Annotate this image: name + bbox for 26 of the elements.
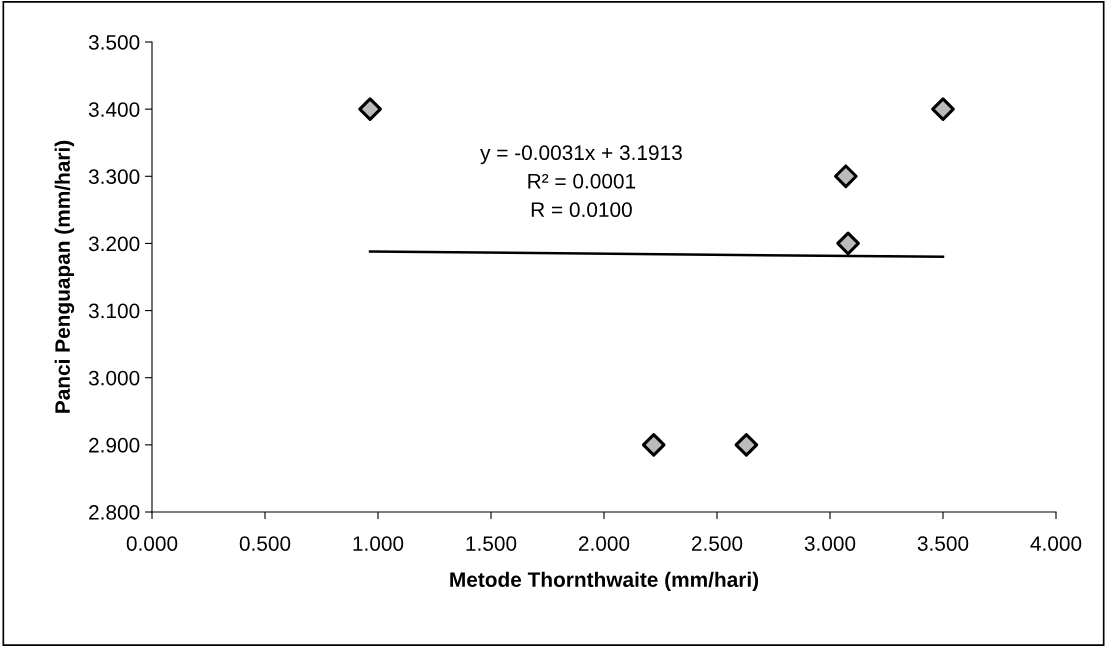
y-tick-label: 3.400 bbox=[88, 102, 140, 117]
x-tick-label: 1.000 bbox=[353, 536, 404, 551]
x-tick-label: 2.000 bbox=[578, 536, 630, 551]
point bbox=[734, 433, 759, 457]
y-tick-label: 3.000 bbox=[88, 370, 140, 386]
y-tick-label: 2.800 bbox=[89, 505, 140, 520]
point bbox=[931, 97, 955, 121]
point bbox=[641, 433, 666, 457]
x-tick-label: 3.000 bbox=[804, 536, 856, 551]
x-tick-label: 2.500 bbox=[691, 536, 743, 551]
x-tick-label: 0.000 bbox=[126, 536, 178, 551]
point bbox=[358, 97, 382, 121]
x-tick-label: 0.500 bbox=[239, 536, 291, 551]
y-axis-title: Panci Penguapan (mm/hari) bbox=[54, 140, 75, 413]
annotation: y = -0.0031x + 3.1913 R² = 0.0001 R = 0.0100 bbox=[480, 145, 682, 218]
y-tick-label: 3.200 bbox=[88, 236, 140, 252]
point bbox=[836, 231, 860, 256]
x-tick-label: 3.500 bbox=[917, 536, 969, 551]
x-tick-label: 1.500 bbox=[466, 536, 517, 551]
y-tick-label: 3.300 bbox=[88, 169, 140, 185]
point bbox=[833, 164, 858, 189]
y-tick-label: 2.900 bbox=[89, 437, 140, 453]
y-tick-label: 3.100 bbox=[88, 303, 140, 319]
x-axis-title: Metode Thornthwaite (mm/hari) bbox=[450, 571, 759, 592]
x-tick-label: 4.000 bbox=[1030, 536, 1082, 551]
y-tick-label: 3.500 bbox=[88, 35, 140, 50]
